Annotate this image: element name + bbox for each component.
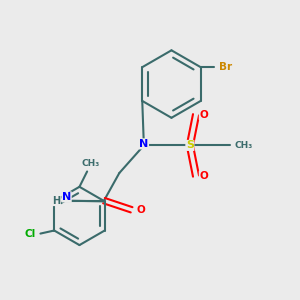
- Text: S: S: [186, 140, 194, 150]
- Text: Cl: Cl: [24, 229, 35, 238]
- Text: CH₃: CH₃: [81, 159, 99, 168]
- Text: N: N: [139, 139, 148, 149]
- Text: O: O: [199, 110, 208, 120]
- Text: H: H: [52, 196, 61, 206]
- Text: O: O: [199, 171, 208, 181]
- Text: CH₃: CH₃: [234, 141, 253, 150]
- Text: Br: Br: [219, 62, 232, 72]
- Text: N: N: [62, 192, 71, 202]
- Text: O: O: [136, 205, 145, 215]
